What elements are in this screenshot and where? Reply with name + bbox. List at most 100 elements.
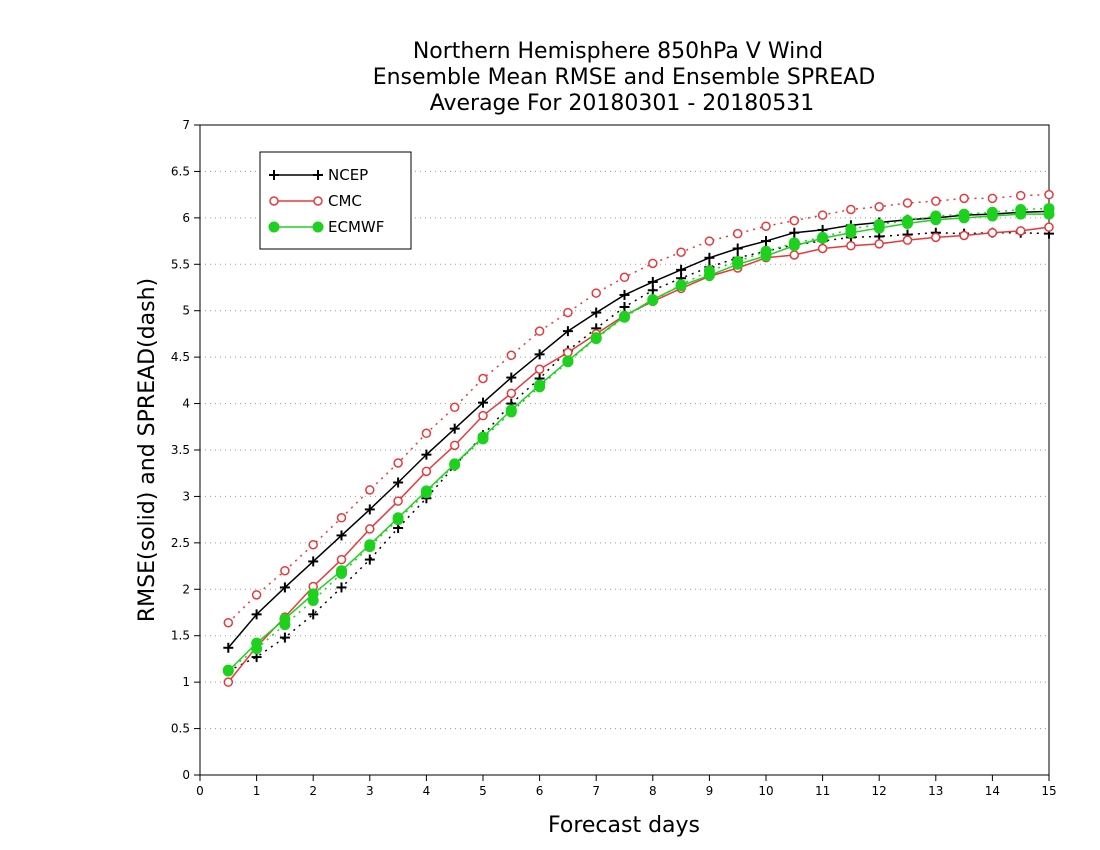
ncep-rmse-point [591, 307, 602, 318]
cmc-rmse-line [227, 226, 1050, 683]
ecmwf-rmse-point [902, 217, 913, 229]
y-tick-label: 0.5 [171, 722, 190, 736]
ncep-rmse-point [421, 449, 432, 460]
cmc-rmse-point [874, 239, 884, 249]
cmc-rmse-point [902, 235, 913, 245]
ecmwf-rmse-point [760, 250, 772, 262]
y-tick-label: 7 [182, 118, 190, 132]
gridlines [200, 170, 1049, 730]
cmc-spread-line [227, 193, 1050, 624]
y-tick-label: 2 [182, 582, 190, 596]
cmc-rmse-point [421, 466, 432, 477]
cmc-spread-point [449, 402, 460, 413]
ecmwf-rmse-point [336, 565, 347, 577]
legend-label-cmc: CMC [328, 192, 362, 210]
cmc-spread-point [393, 458, 403, 468]
ecmwf-rmse-point [1043, 208, 1055, 220]
ncep-rmse-point [308, 556, 319, 567]
legend: NCEP CMC ECMWF [259, 151, 412, 250]
ecmwf-rmse-point [619, 310, 630, 322]
cmc-spread-point [931, 196, 941, 206]
legend-marker-ncep-right [313, 170, 323, 180]
cmc-spread-point [223, 617, 234, 628]
cmc-rmse-point [1015, 226, 1026, 236]
title-line-1: Northern Hemisphere 850hPa V Wind [413, 39, 823, 64]
ecmwf-rmse-point [732, 258, 744, 270]
ncep-rmse-point [336, 530, 347, 541]
y-axis: 0 0.5 1 1.5 2 2.5 3 3.5 4 4.5 5 5.5 6 6.5 7 [171, 118, 200, 782]
ecmwf-rmse-point [505, 404, 517, 416]
ecmwf-rmse-point [364, 539, 376, 551]
cmc-rmse-point [223, 677, 234, 687]
ncep-spread-line [227, 231, 1050, 672]
ecmwf-rmse-point [562, 355, 574, 367]
x-tick-label: 7 [592, 784, 600, 798]
x-tick-label: 2 [309, 784, 317, 798]
y-tick-label: 1 [182, 675, 190, 689]
ecmwf-rmse-point [1015, 208, 1027, 220]
cmc-spread-point [478, 373, 488, 384]
cmc-spread-point [648, 258, 658, 269]
cmc-spread-point [251, 590, 262, 600]
ncep-rmse-point [506, 372, 517, 383]
ecmwf-rmse-point [251, 637, 263, 649]
ncep-rmse-point [393, 477, 404, 488]
x-tick-label: 6 [536, 784, 544, 798]
cmc-rmse-point [931, 232, 941, 243]
cmc-rmse-point [393, 496, 403, 506]
ncep-rmse-point [647, 276, 658, 287]
ncep-rmse-point [279, 582, 290, 593]
ecmwf-rmse-line [227, 213, 1049, 672]
ncep-rmse-point [704, 252, 715, 263]
x-axis: 0 1 2 3 4 5 6 7 8 9 10 11 12 13 14 15 [196, 775, 1057, 798]
legend-marker-ncep-left [269, 170, 279, 180]
y-tick-label: 3.5 [171, 443, 190, 457]
ncep-rmse-point [676, 264, 687, 275]
ncep-rmse-point [449, 423, 460, 434]
ecmwf-rmse-point [420, 485, 432, 497]
x-tick-label: 9 [706, 784, 714, 798]
x-tick-label: 3 [366, 784, 374, 798]
ncep-rmse-point [761, 236, 771, 247]
cmc-spread-point [1015, 190, 1026, 201]
cmc-spread-point [1044, 189, 1054, 200]
x-tick-label: 0 [196, 784, 204, 798]
ecmwf-rmse-point [675, 280, 687, 292]
ecmwf-rmse-point [392, 512, 404, 524]
y-tick-label: 2.5 [171, 536, 190, 550]
legend-label-ecmwf: ECMWF [328, 218, 384, 236]
title-line-2: Ensemble Mean RMSE and Ensemble SPREAD [373, 65, 876, 90]
chart-title: Northern Hemisphere 850hPa V Wind Ensemb… [373, 39, 876, 116]
ecmwf-rmse-point [477, 431, 489, 443]
cmc-spread-point [959, 193, 969, 204]
cmc-spread-point [591, 288, 601, 298]
cmc-spread-point [563, 307, 573, 318]
cmc-rmse-point [563, 347, 573, 358]
ncep-rmse-line [227, 210, 1050, 649]
cmc-rmse-point [336, 554, 347, 565]
legend-marker-ecmwf-left [268, 221, 280, 233]
ecmwf-rmse-point [307, 588, 319, 600]
y-tick-label: 4.5 [171, 350, 190, 364]
ecmwf-rmse-point [647, 294, 659, 306]
cmc-spread-point [619, 272, 630, 283]
cmc-rmse-point [506, 388, 517, 399]
ncep-spread-point [647, 285, 658, 296]
ncep-spread-point [336, 582, 347, 593]
cmc-spread-point [902, 198, 913, 208]
legend-marker-cmc-left [269, 196, 279, 206]
cmc-spread-point [336, 513, 347, 523]
cmc-rmse-point [817, 243, 828, 254]
series-ncep [223, 206, 1054, 676]
ncep-rmse-point [223, 642, 234, 653]
ecmwf-rmse-point [449, 458, 461, 470]
cmc-spread-point [308, 539, 318, 550]
cmc-spread-point [280, 565, 290, 576]
ncep-spread-point [364, 554, 375, 565]
ncep-spread-point [619, 302, 630, 312]
ncep-rmse-point [251, 609, 262, 620]
y-tick-label: 3 [182, 489, 190, 503]
ecmwf-rmse-point [930, 214, 942, 226]
ncep-rmse-point [534, 349, 545, 360]
